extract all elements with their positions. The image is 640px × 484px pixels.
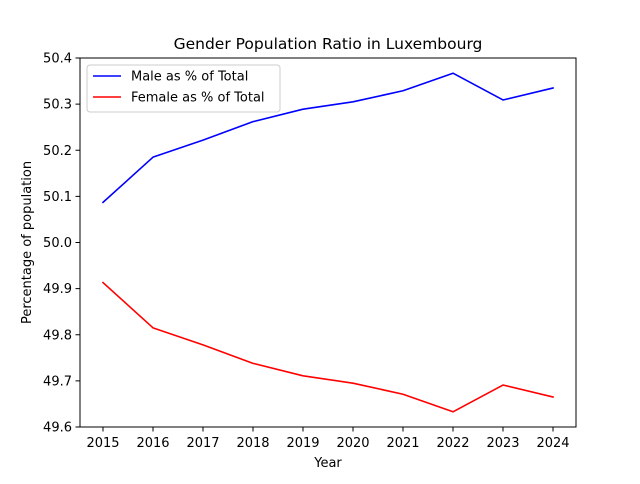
- y-tick-label: 49.7: [43, 374, 72, 389]
- legend-label: Female as % of Total: [131, 91, 265, 106]
- series-line-female: [101, 281, 554, 413]
- x-tick-label: 2022: [436, 436, 469, 451]
- series-line-male: [101, 72, 554, 204]
- y-axis-label: Percentage of population: [20, 161, 35, 324]
- plot-frame: [79, 57, 577, 428]
- x-tick-label: 2019: [286, 436, 319, 451]
- legend: Male as % of Total Female as % of Total: [86, 64, 281, 113]
- x-tick-label: 2018: [236, 436, 269, 451]
- y-axis: 49.6 49.7 49.8 49.9 50.0 50.1 50.2 50.3 50.4: [43, 52, 80, 436]
- x-tick-label: 2015: [86, 436, 119, 451]
- y-tick-label: 49.6: [43, 421, 72, 436]
- y-tick-label: 49.9: [43, 282, 72, 297]
- y-tick-label: 50.3: [43, 98, 72, 113]
- plot-area: [101, 72, 554, 413]
- x-tick-label: 2021: [386, 436, 419, 451]
- x-axis: 2015 2016 2017 2018 2019 2020 2021 2022 2023 2024: [86, 427, 570, 451]
- y-tick-label: 50.4: [43, 52, 72, 67]
- legend-box: [86, 64, 281, 113]
- legend-label: Male as % of Total: [131, 70, 248, 85]
- y-tick-label: 50.1: [43, 190, 72, 205]
- x-tick-label: 2023: [486, 436, 519, 451]
- y-tick-label: 50.0: [43, 236, 72, 251]
- x-axis-label: Year: [313, 456, 342, 471]
- x-tick-label: 2017: [186, 436, 219, 451]
- x-tick-label: 2016: [136, 436, 169, 451]
- y-tick-label: 50.2: [43, 144, 72, 159]
- x-tick-label: 2020: [336, 436, 369, 451]
- x-tick-label: 2024: [536, 436, 569, 451]
- y-tick-label: 49.8: [43, 328, 72, 343]
- chart-title: Gender Population Ratio in Luxembourg: [174, 35, 483, 53]
